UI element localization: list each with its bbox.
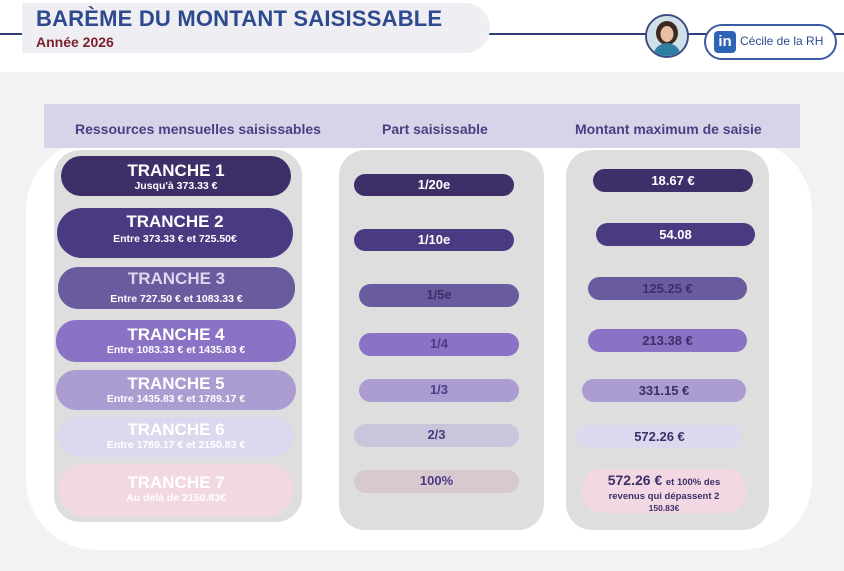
amount-7-box: 572.26 € et 100% des revenus qui dépasse… — [582, 469, 746, 513]
tranche-2-pill: TRANCHE 2 Entre 373.33 € et 725.50€ — [57, 208, 293, 258]
part-7: 100% — [354, 470, 519, 493]
tranche-4-pill: TRANCHE 4 Entre 1083.33 € et 1435.83 € — [56, 320, 296, 362]
tranche-3-range: Entre 727.50 € et 1083.33 € — [110, 293, 243, 305]
amount-7-note-2: revenus qui dépassent 2 — [608, 491, 720, 502]
part-1: 1/20e — [354, 174, 514, 196]
amount-7-note-3: 150.83€ — [648, 503, 680, 513]
amount-7-value: 572.26 € — [607, 472, 663, 488]
part-4: 1/4 — [359, 333, 519, 356]
part-3: 1/5e — [359, 284, 519, 307]
amount-3: 125.25 € — [588, 277, 747, 300]
tranche-2-range: Entre 373.33 € et 725.50€ — [113, 233, 237, 245]
tranche-6-range: Entre 1789.17 € et 2150.83 € — [106, 439, 246, 451]
amount-1: 18.67 € — [593, 169, 753, 192]
tranche-7-pill: TRANCHE 7 Au delà de 2150.83€ — [58, 464, 294, 516]
tranche-6-name: TRANCHE 6 — [127, 420, 225, 439]
avatar — [645, 14, 689, 58]
tranche-4-range: Entre 1083.33 € et 1435.83 € — [106, 344, 246, 356]
tranche-1-pill: TRANCHE 1 Jusqu'à 373.33 € — [61, 156, 291, 196]
column-header-band — [44, 104, 800, 148]
amount-4: 213.38 € — [588, 329, 747, 352]
tranche-1-range: Jusqu'à 373.33 € — [134, 180, 218, 192]
page-subtitle-year: Année 2026 — [36, 34, 114, 50]
part-2: 1/10e — [354, 229, 514, 251]
part-6: 2/3 — [354, 424, 519, 447]
tranche-3-pill: TRANCHE 3 Entre 727.50 € et 1083.33 € — [58, 267, 295, 309]
tranche-7-range: Au delà de 2150.83€ — [126, 492, 226, 504]
column-header-part: Part saisissable — [382, 121, 488, 137]
tranche-5-pill: TRANCHE 5 Entre 1435.83 € et 1789.17 € — [56, 370, 296, 410]
page-title: BARÈME DU MONTANT SAISISSABLE — [36, 6, 443, 31]
amount-2: 54.08 — [596, 223, 755, 246]
part-5: 1/3 — [359, 379, 519, 402]
linkedin-name: Cécile de la RH — [740, 34, 824, 48]
linkedin-icon: in — [714, 31, 736, 53]
tranche-4-name: TRANCHE 4 — [127, 325, 225, 344]
column-header-ressources: Ressources mensuelles saisissables — [75, 121, 321, 137]
amount-5: 331.15 € — [582, 379, 746, 402]
tranche-5-name: TRANCHE 5 — [127, 374, 225, 393]
avatar-portrait-icon — [647, 16, 687, 56]
title-box — [22, 3, 490, 53]
tranche-6-pill: TRANCHE 6 Entre 1789.17 € et 2150.83 € — [58, 417, 294, 457]
tranche-1-name: TRANCHE 1 — [127, 161, 225, 180]
tranche-3-name: TRANCHE 3 — [127, 269, 226, 288]
tranche-7-name: TRANCHE 7 — [127, 473, 225, 492]
amount-7-note-1: et 100% des — [665, 477, 721, 488]
tranche-5-range: Entre 1435.83 € et 1789.17 € — [106, 393, 246, 405]
tranche-2-name: TRANCHE 2 — [126, 212, 224, 231]
amount-6: 572.26 € — [577, 425, 742, 448]
linkedin-badge[interactable]: in Cécile de la RH — [704, 24, 837, 60]
column-header-montant: Montant maximum de saisie — [575, 121, 762, 137]
